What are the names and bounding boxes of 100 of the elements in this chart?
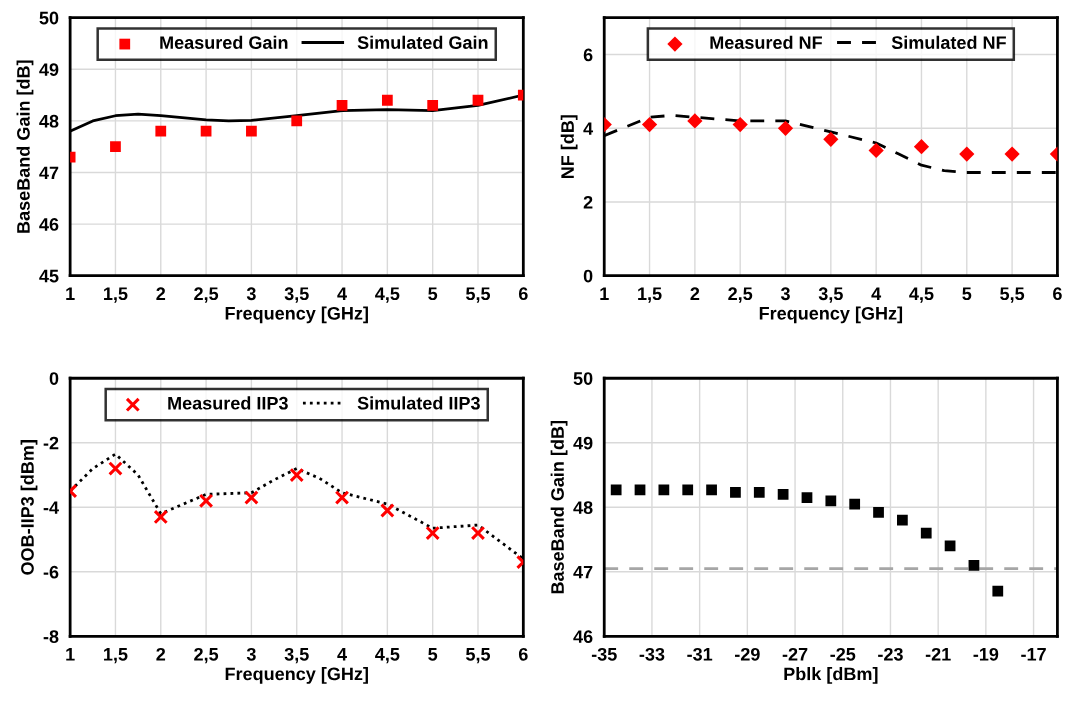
legend-label: Measured Gain (160, 35, 288, 49)
x-tick-label: 3,5 (284, 647, 309, 664)
point (706, 484, 717, 496)
x-tick-label: 4 (337, 287, 347, 300)
point (732, 116, 748, 133)
x-tick-label: 4 (337, 648, 347, 661)
point (658, 484, 670, 496)
point (873, 507, 884, 518)
legend-label: Simulated NF (891, 35, 1006, 49)
x-tick-label: 1 (600, 287, 609, 300)
x-tick-label: 2,5 (194, 647, 219, 664)
x-tick-label: -33 (639, 647, 665, 661)
x-tick-label: -35 (591, 647, 617, 661)
point (753, 487, 765, 498)
x-tick-label: 5,5 (466, 648, 491, 664)
point (289, 467, 305, 483)
y-tick-label: 47 (573, 565, 593, 579)
y-tick-label: 46 (39, 218, 59, 231)
y-tick-label: 49 (573, 436, 593, 450)
x-tick-label: -21 (925, 647, 951, 661)
point (777, 120, 794, 136)
point (687, 113, 703, 129)
x-tick-label: 6 (1053, 287, 1062, 301)
legend-label: Simulated Gain (357, 35, 488, 49)
x-tick-label: 2,5 (194, 287, 219, 303)
point (825, 495, 837, 507)
x-tick-label: 1 (66, 648, 75, 661)
point (897, 514, 908, 526)
point (968, 559, 980, 571)
x-tick-label: -17 (1021, 648, 1046, 661)
x-tick-label: 1 (66, 287, 75, 300)
point (246, 125, 257, 137)
point (153, 509, 169, 525)
x-tick-label: 3 (780, 287, 790, 301)
point (336, 100, 348, 111)
point (849, 498, 861, 510)
x-tick-label: 3 (246, 287, 256, 301)
x-tick-label: -31 (687, 647, 713, 661)
x-tick-label: 2 (690, 287, 700, 300)
y-tick-label: -8 (43, 630, 59, 644)
point (110, 141, 121, 153)
x-axis-title: Frequency [GHz] (225, 306, 368, 324)
y-tick-label: 45 (39, 269, 59, 283)
x-axis-title: Pblk [dBm] (784, 667, 878, 684)
x-tick-label: 3 (246, 647, 256, 661)
point (913, 139, 930, 155)
y-axis-title: BaseBand Gain [dB] (16, 60, 34, 233)
x-tick-label: 5 (428, 287, 438, 301)
y-tick-label: 0 (49, 372, 59, 385)
x-tick-label: -25 (830, 647, 856, 661)
y-tick-label: 0 (583, 269, 593, 283)
x-tick-label: 2,5 (728, 287, 753, 303)
point (334, 490, 350, 505)
point (641, 116, 658, 133)
x-tick-label: -23 (878, 647, 903, 661)
point (470, 525, 486, 541)
y-axis-title: NF [dB] (560, 115, 578, 179)
x-tick-label: 4,5 (375, 287, 400, 303)
y-tick-label: 49 (39, 63, 59, 77)
point (801, 492, 813, 503)
x-tick-label: 4,5 (375, 648, 400, 664)
x-axis-title: Frequency [GHz] (759, 306, 903, 324)
point (291, 115, 303, 127)
y-tick-label: 6 (583, 48, 593, 62)
x-tick-label: 2 (156, 287, 166, 300)
point (992, 585, 1004, 597)
y-tick-label: 47 (39, 166, 59, 180)
x-tick-label: -29 (735, 647, 760, 661)
x-tick-label: 1,5 (104, 648, 128, 664)
y-tick-label: 4 (583, 122, 594, 135)
x-axis-title: Frequency [GHz] (225, 667, 368, 684)
y-tick-label: 2 (583, 195, 593, 209)
y-tick-label: 48 (39, 114, 59, 128)
point (425, 525, 441, 541)
y-tick-label: -6 (43, 565, 59, 579)
x-tick-label: 4 (871, 287, 882, 300)
point (381, 94, 393, 106)
y-axis-title: BaseBand Gain [dB] (550, 421, 568, 594)
x-tick-label: 1,5 (104, 287, 128, 303)
point (155, 125, 167, 137)
point (198, 493, 214, 509)
x-tick-label: 4,5 (909, 287, 934, 303)
x-tick-label: 6 (518, 647, 528, 661)
y-tick-label: 50 (39, 11, 59, 25)
point (868, 142, 884, 158)
y-tick-label: 50 (573, 372, 593, 385)
x-tick-label: 3,5 (818, 287, 843, 303)
y-axis-title: OOB-IIP3 [dBm] (20, 440, 38, 575)
point (1004, 146, 1020, 162)
point (108, 461, 123, 476)
point (472, 94, 484, 106)
point (427, 100, 439, 111)
x-tick-label: 5,5 (466, 287, 491, 303)
x-tick-label: 3,5 (284, 287, 309, 303)
y-tick-label: -2 (43, 436, 59, 450)
x-tick-label: -27 (782, 647, 808, 661)
y-tick-label: 46 (573, 630, 593, 644)
point (634, 484, 646, 496)
legend-label: Measured NF (710, 35, 822, 49)
point (823, 131, 839, 147)
